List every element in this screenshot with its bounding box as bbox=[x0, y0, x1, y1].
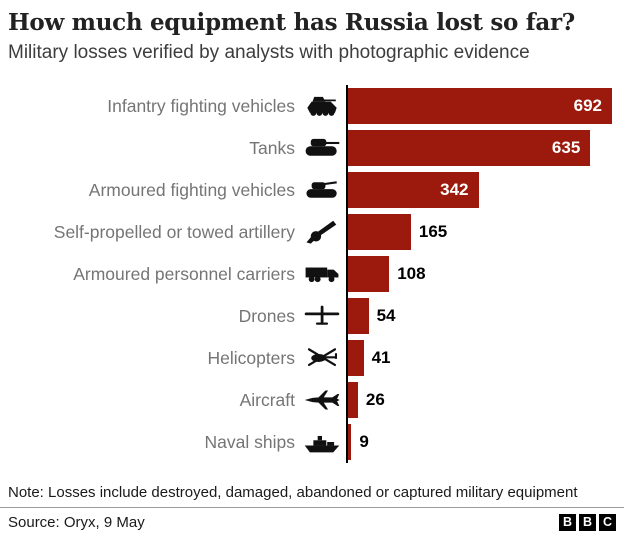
value-label: 9 bbox=[359, 432, 369, 452]
value-label: 342 bbox=[440, 180, 469, 200]
category-label: Helicopters bbox=[207, 347, 295, 368]
jet-icon bbox=[303, 387, 341, 414]
chart-title: How much equipment has Russia lost so fa… bbox=[8, 9, 575, 36]
value-label: 26 bbox=[365, 390, 385, 410]
chart-row: Self-propelled or towed artillery 165 bbox=[0, 211, 624, 254]
chart-note: Note: Losses include destroyed, damaged,… bbox=[8, 484, 578, 501]
category-label-cell: Aircraft bbox=[0, 379, 346, 421]
bbc-logo-letter: C bbox=[599, 513, 616, 531]
category-label: Aircraft bbox=[239, 389, 295, 410]
tank-icon bbox=[303, 135, 341, 162]
category-label: Naval ships bbox=[204, 431, 295, 452]
apc-truck-icon bbox=[303, 261, 341, 288]
drone-icon bbox=[303, 303, 341, 330]
chart-row: Drones 54 bbox=[0, 295, 624, 338]
bar-area: 9 bbox=[346, 421, 624, 464]
category-label-cell: Naval ships bbox=[0, 421, 346, 463]
value-label: 165 bbox=[418, 222, 448, 242]
bar bbox=[348, 214, 411, 251]
bar-area: 108 bbox=[346, 253, 624, 296]
bar bbox=[348, 256, 390, 293]
category-label-cell: Armoured fighting vehicles bbox=[0, 169, 346, 211]
footer-source-row: Source: Oryx, 9 May B B C bbox=[8, 508, 616, 536]
source-text: Source: Oryx, 9 May bbox=[8, 513, 145, 531]
chart-header: How much equipment has Russia lost so fa… bbox=[0, 0, 624, 65]
artillery-icon bbox=[303, 219, 341, 246]
bar-area: 635 bbox=[346, 127, 624, 170]
bar-area: 165 bbox=[346, 211, 624, 254]
chart-row: Tanks 635 bbox=[0, 127, 624, 170]
category-label: Drones bbox=[238, 305, 295, 326]
ifv-icon bbox=[303, 93, 341, 120]
bar-area: 41 bbox=[346, 337, 624, 380]
bar bbox=[348, 298, 369, 335]
category-label: Tanks bbox=[249, 137, 295, 158]
bar bbox=[348, 382, 358, 419]
footer-divider bbox=[0, 507, 624, 508]
helicopter-icon bbox=[303, 345, 341, 372]
chart-row: Naval ships 9 bbox=[0, 421, 624, 464]
chart-subtitle: Military losses verified by analysts wit… bbox=[8, 42, 530, 64]
bbc-logo: B B C bbox=[559, 513, 616, 531]
afv-icon bbox=[303, 177, 341, 204]
bar-area: 54 bbox=[346, 295, 624, 338]
bar-chart: Infantry fighting vehicles 692 Tanks 635… bbox=[0, 85, 624, 464]
bar bbox=[348, 340, 364, 377]
bar bbox=[348, 88, 612, 125]
bbc-logo-letter: B bbox=[559, 513, 576, 531]
value-label: 635 bbox=[551, 138, 581, 158]
category-label-cell: Infantry fighting vehicles bbox=[0, 85, 346, 127]
category-label: Self-propelled or towed artillery bbox=[53, 221, 295, 242]
value-label: 54 bbox=[376, 306, 396, 326]
bar bbox=[348, 424, 352, 461]
bbc-logo-letter: B bbox=[579, 513, 596, 531]
chart-row: Armoured personnel carriers 108 bbox=[0, 253, 624, 296]
category-label-cell: Drones bbox=[0, 295, 346, 337]
category-label-cell: Tanks bbox=[0, 127, 346, 169]
category-label-cell: Armoured personnel carriers bbox=[0, 253, 346, 295]
ship-icon bbox=[303, 429, 341, 456]
bar bbox=[348, 172, 479, 209]
category-label: Armoured fighting vehicles bbox=[88, 179, 295, 200]
bar-area: 342 bbox=[346, 169, 624, 212]
value-label: 108 bbox=[397, 264, 426, 284]
value-label: 692 bbox=[573, 96, 602, 116]
bar bbox=[348, 130, 591, 167]
category-label: Infantry fighting vehicles bbox=[107, 95, 295, 116]
chart-row: Aircraft 26 bbox=[0, 379, 624, 422]
category-label: Armoured personnel carriers bbox=[73, 263, 295, 284]
bar-area: 26 bbox=[346, 379, 624, 422]
category-label-cell: Helicopters bbox=[0, 337, 346, 379]
bar-area: 692 bbox=[346, 85, 624, 128]
chart-row: Armoured fighting vehicles 342 bbox=[0, 169, 624, 212]
value-label: 41 bbox=[371, 348, 391, 368]
chart-row: Infantry fighting vehicles 692 bbox=[0, 85, 624, 128]
chart-row: Helicopters 41 bbox=[0, 337, 624, 380]
category-label-cell: Self-propelled or towed artillery bbox=[0, 211, 346, 253]
